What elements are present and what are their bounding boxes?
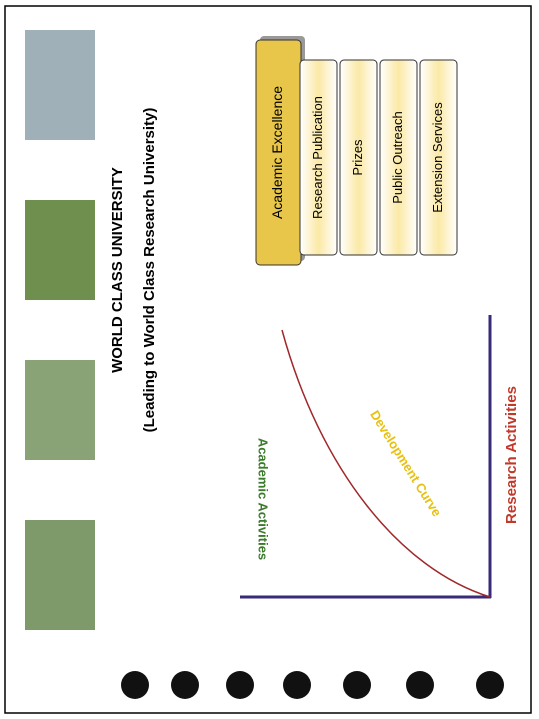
box-label: Prizes [350, 139, 365, 176]
globe-icon [171, 671, 199, 699]
curve-label: Development Curve [367, 408, 444, 519]
subtitle: (Leading to World Class Research Univers… [141, 108, 158, 433]
globe-icon [476, 671, 504, 699]
photo [25, 200, 95, 300]
title: WORLD CLASS UNIVERSITY [109, 167, 126, 373]
box-label: Public Outreach [390, 111, 405, 204]
box-label: Research Publication [310, 96, 325, 219]
x-axis-label: Research Activities [503, 386, 520, 524]
box-label: Academic Excellence [269, 86, 285, 219]
boxes: Academic Excellence Research Publication P… [255, 36, 458, 266]
frame [4, 5, 532, 714]
globe-icon [343, 671, 371, 699]
globe-icon [283, 671, 311, 699]
photo [25, 30, 95, 140]
globe-icon [121, 671, 149, 699]
box-label: Extension Services [430, 102, 445, 213]
y-axis-label: Academic Activities [256, 438, 271, 560]
globes [121, 671, 504, 699]
development-curve [281, 329, 491, 598]
box [299, 59, 338, 256]
photo [25, 520, 95, 630]
box [419, 59, 458, 256]
box [339, 59, 378, 256]
box [379, 59, 418, 256]
photos [25, 30, 95, 630]
globe-icon [226, 671, 254, 699]
globe-icon [406, 671, 434, 699]
photo [25, 360, 95, 460]
